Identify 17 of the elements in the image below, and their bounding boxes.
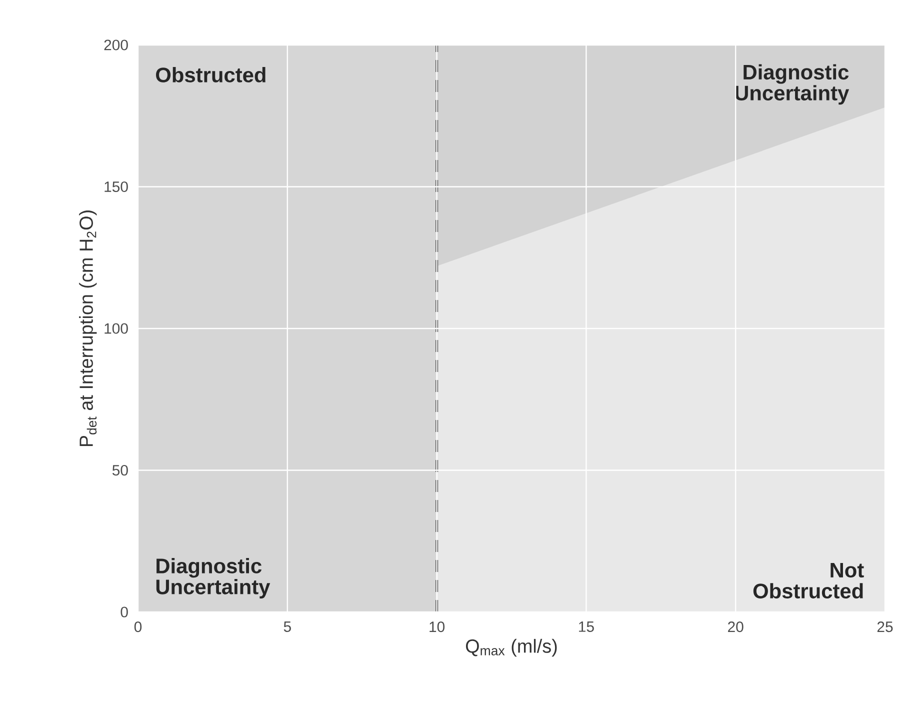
x-axis-title: Q$_{max}$ (ml/s) <box>466 638 557 657</box>
annotation: Diagnostic Uncertainty <box>156 558 270 598</box>
y-tick-label: 200 <box>104 40 128 50</box>
x-tick-label: 5 <box>284 622 291 632</box>
x-tick-label: 15 <box>579 622 594 632</box>
x-tick-label: 20 <box>728 622 744 632</box>
annotation: Diagnostic Uncertainty <box>735 64 850 105</box>
y-tick-label: 0 <box>120 606 128 618</box>
annotation: Not Obstructed <box>753 562 864 598</box>
y-tick-label: 50 <box>112 464 128 476</box>
annotation: Obstructed <box>156 67 266 82</box>
x-tick-label: 25 <box>877 622 893 632</box>
y-tick-label: 100 <box>104 323 128 334</box>
y-axis-title: P$_{det}$ at Interruption (cm H$_{2}$O) <box>79 210 97 446</box>
y-tick-label: 150 <box>104 181 128 192</box>
x-tick-label: 0 <box>134 622 142 632</box>
x-tick-label: 10 <box>430 622 445 632</box>
